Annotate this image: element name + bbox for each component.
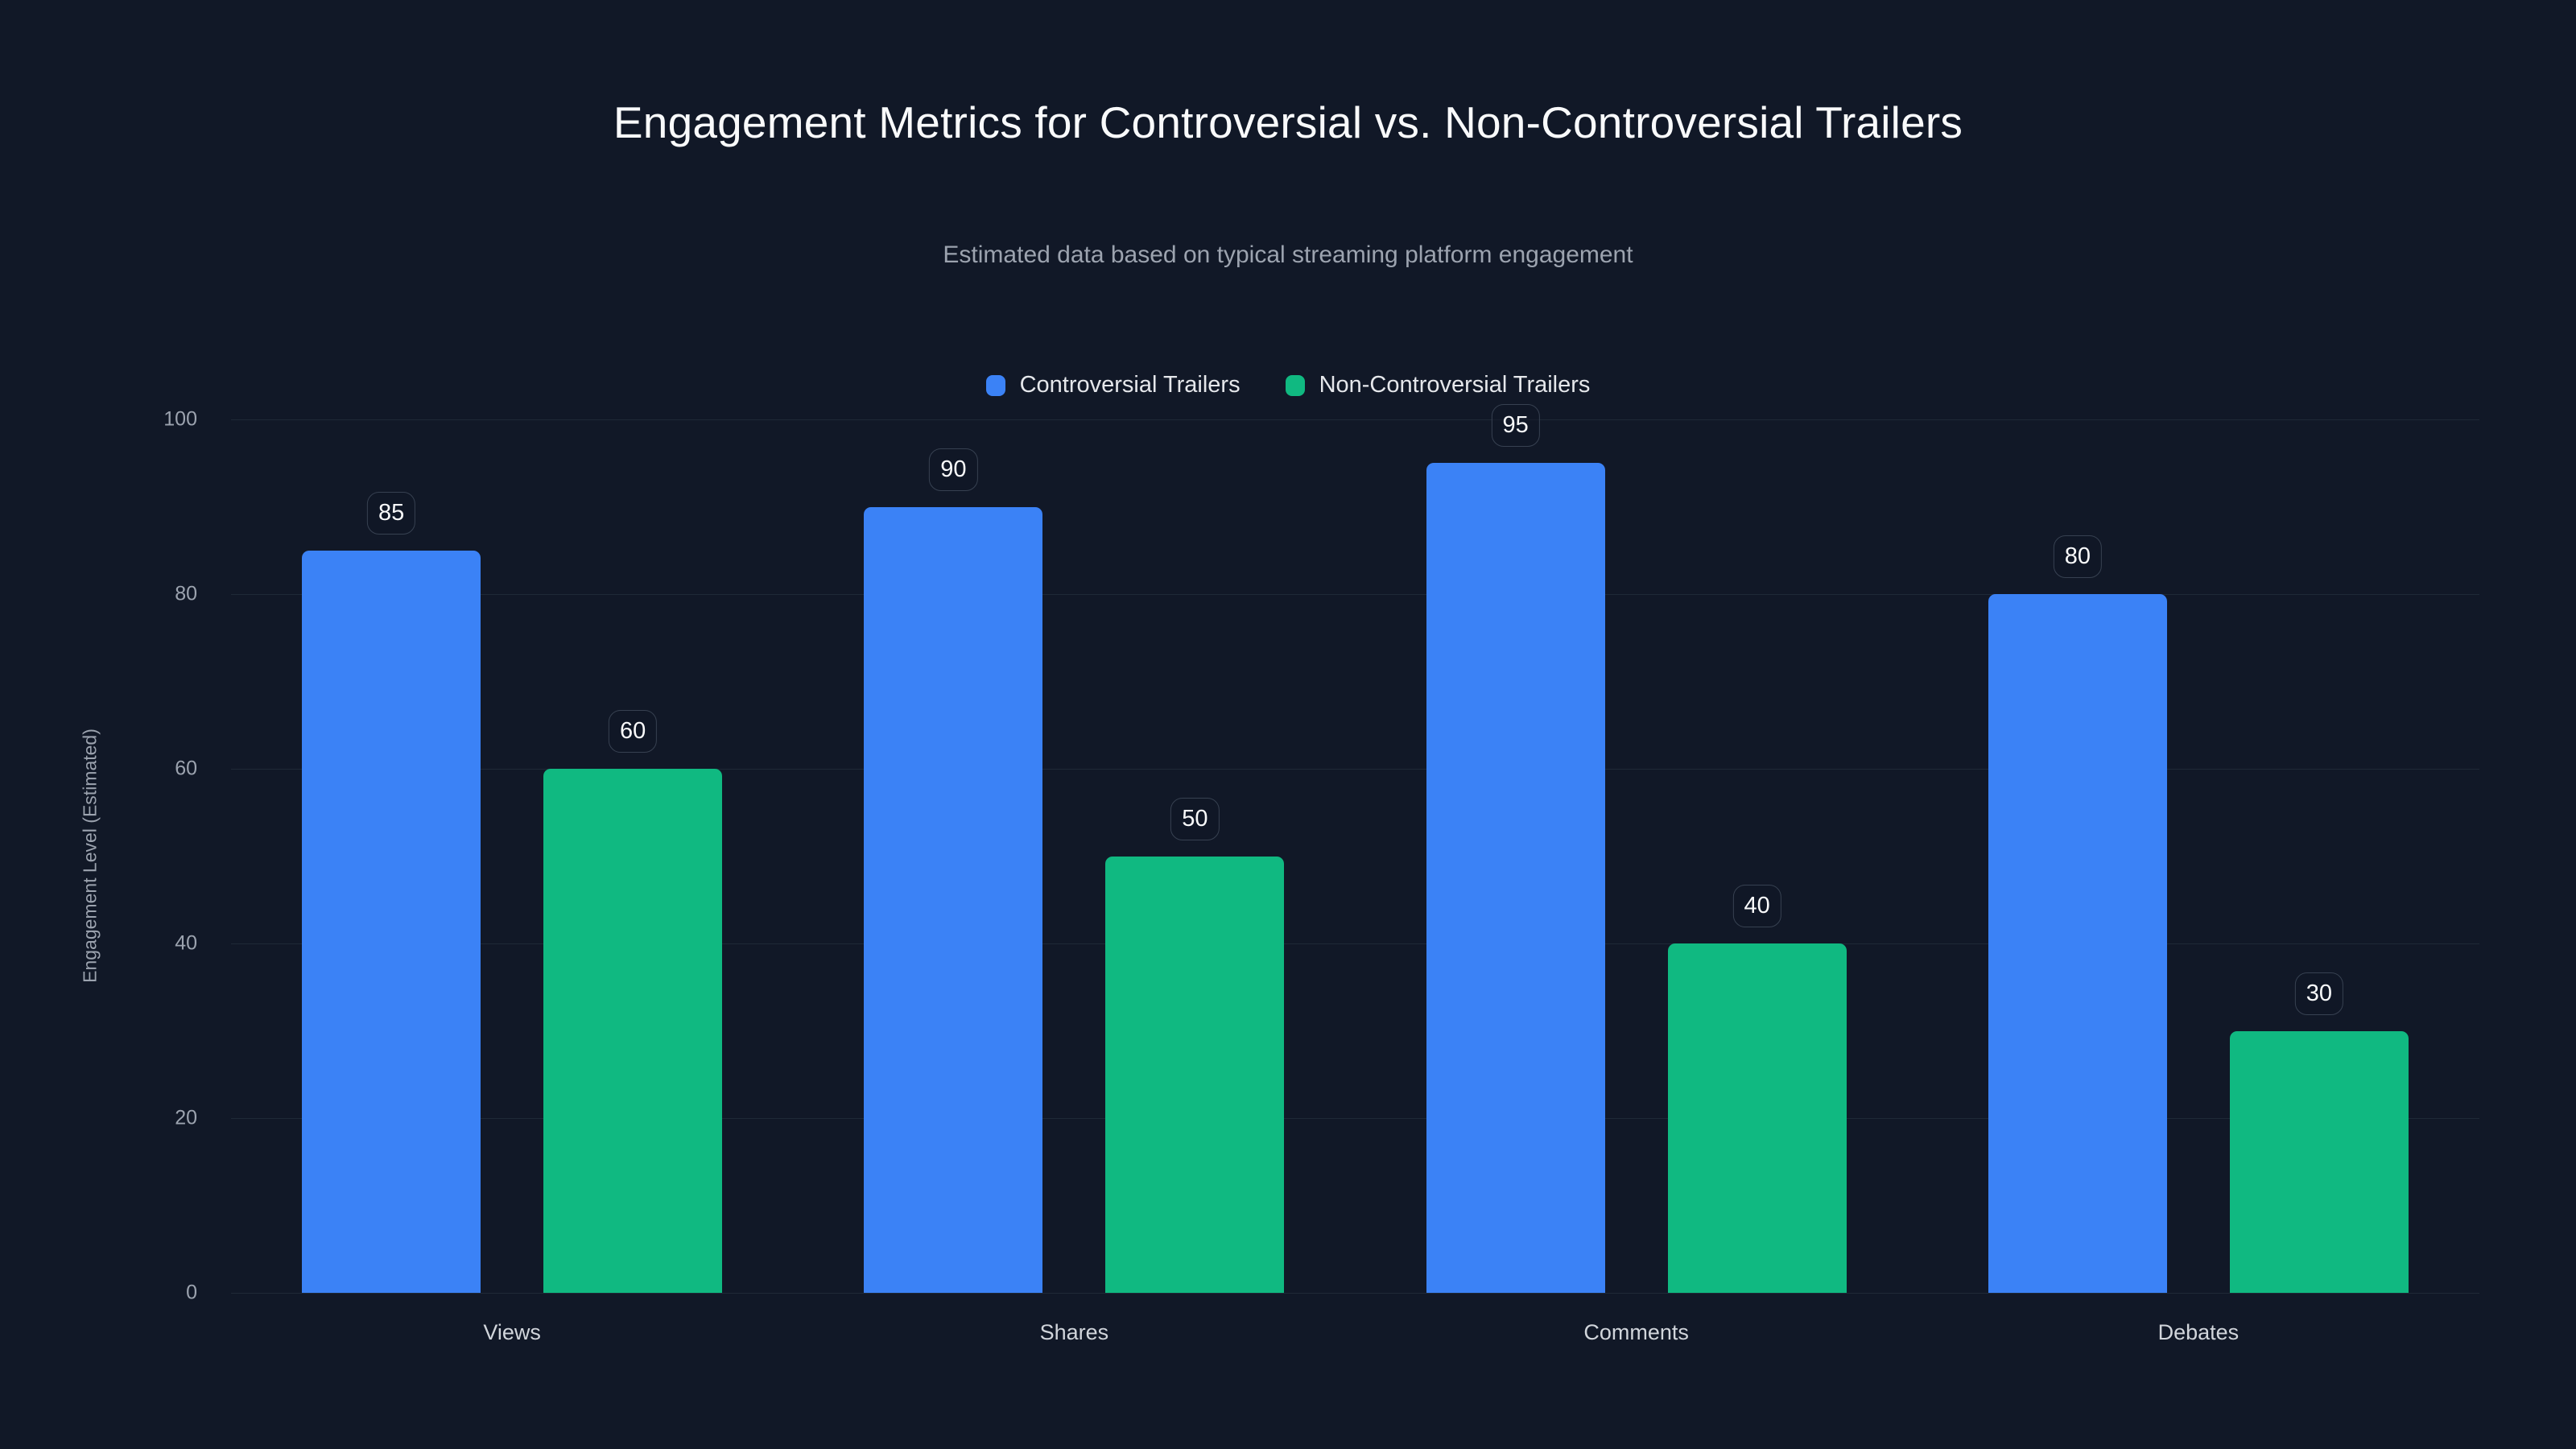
bar-comments-series-0[interactable] <box>1426 463 1605 1293</box>
legend-item-1[interactable]: Non-Controversial Trailers <box>1285 372 1591 398</box>
value-label-debates-series-1: 30 <box>2294 972 2344 1015</box>
y-axis-title: Engagement Level (Estimated) <box>79 729 101 983</box>
gridline <box>231 769 2479 770</box>
gridline <box>231 1118 2479 1119</box>
value-label-debates-series-0: 80 <box>2053 535 2103 578</box>
bar-comments-series-1[interactable] <box>1667 943 1847 1293</box>
plot-area: 85 60 90 50 95 40 80 30 <box>231 404 2479 1294</box>
legend-item-label: Non-Controversial Trailers <box>1319 372 1591 398</box>
value-label-views-series-1: 60 <box>608 710 658 753</box>
chart-title: Engagement Metrics for Controversial vs.… <box>613 97 1963 147</box>
chart-subtitle: Estimated data based on typical streamin… <box>943 242 1633 268</box>
x-axis-tick-labels: Views Shares Comments Debates <box>231 1320 2479 1352</box>
legend-swatch-icon <box>985 374 1005 396</box>
gridline <box>231 1293 2479 1294</box>
gridline <box>231 943 2479 944</box>
gridline <box>231 594 2479 595</box>
bar-debates-series-0[interactable] <box>1988 594 2167 1293</box>
x-axis-tick-label-views: Views <box>483 1320 541 1344</box>
legend-item-label: Controversial Trailers <box>1019 372 1241 398</box>
y-axis-tick-label: 40 <box>175 931 197 955</box>
y-axis-tick-label: 60 <box>175 757 197 780</box>
bar-shares-series-0[interactable] <box>864 506 1043 1293</box>
value-label-shares-series-1: 50 <box>1170 797 1220 840</box>
y-axis-tick-labels: 0 20 40 60 80 100 <box>0 408 215 1304</box>
x-axis-tick-label-debates: Debates <box>2157 1320 2240 1344</box>
bar-shares-series-1[interactable] <box>1105 856 1285 1293</box>
chart-legend: Controversial Trailers Non-Controversial … <box>0 372 2576 398</box>
value-label-views-series-0: 85 <box>366 491 416 535</box>
y-axis-tick-label: 0 <box>186 1281 197 1304</box>
value-label-shares-series-0: 90 <box>929 448 978 491</box>
legend-item-0[interactable]: Controversial Trailers <box>985 372 1241 398</box>
y-axis-tick-label: 20 <box>175 1106 197 1129</box>
bar-debates-series-1[interactable] <box>2229 1030 2409 1293</box>
bar-views-series-1[interactable] <box>543 769 723 1293</box>
y-axis-tick-label: 80 <box>175 582 197 605</box>
gridline <box>231 419 2479 420</box>
bar-views-series-0[interactable] <box>302 550 481 1293</box>
value-label-comments-series-0: 95 <box>1491 404 1540 448</box>
x-axis-tick-label-shares: Shares <box>1039 1320 1109 1344</box>
legend-swatch-icon <box>1285 374 1305 396</box>
value-label-comments-series-1: 40 <box>1732 885 1781 927</box>
x-axis-tick-label-comments: Comments <box>1583 1320 1689 1344</box>
y-axis-tick-label: 100 <box>163 407 197 431</box>
